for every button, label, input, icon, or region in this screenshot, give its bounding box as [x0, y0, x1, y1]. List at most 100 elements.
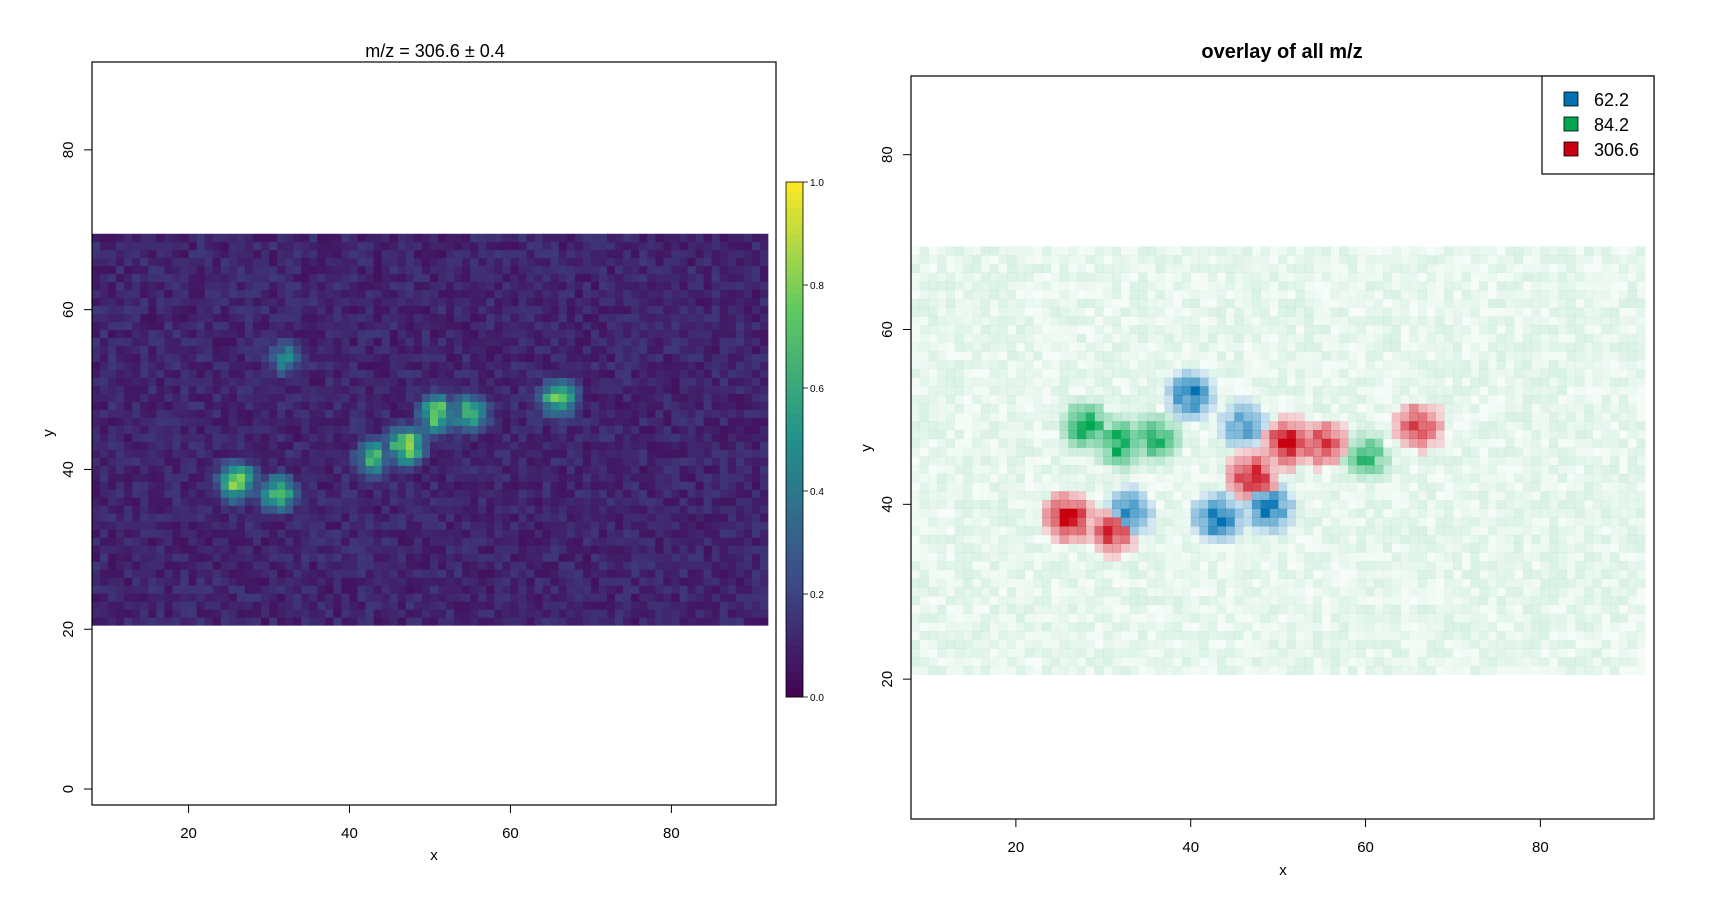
- left-heatmap-cell: [727, 321, 737, 331]
- left-heatmap-cell: [132, 417, 141, 426]
- left-heatmap-cell: [188, 281, 198, 291]
- left-heatmap-cell: [301, 257, 310, 267]
- left-heatmap-cell: [454, 385, 463, 394]
- left-heatmap-cell: [446, 417, 455, 426]
- left-heatmap-cell: [655, 257, 664, 267]
- left-heatmap-cell: [252, 617, 262, 626]
- right-overlay-cell: [1042, 552, 1052, 562]
- left-heatmap-cell: [293, 369, 302, 378]
- left-heatmap-cell: [365, 521, 375, 530]
- left-heatmap-cell: [172, 377, 181, 386]
- right-overlay-cell: [1024, 438, 1034, 448]
- left-heatmap-cell: [365, 281, 375, 291]
- left-heatmap-cell: [735, 537, 745, 546]
- left-heatmap-cell: [244, 233, 254, 243]
- left-heatmap-cell: [140, 313, 149, 323]
- left-heatmap-cell: [550, 529, 560, 538]
- right-overlay-cell: [928, 439, 937, 448]
- left-heatmap-cell: [478, 337, 487, 347]
- left-heatmap-cell: [486, 481, 495, 490]
- left-heatmap-cell: [607, 377, 616, 386]
- left-heatmap-cell: [502, 385, 511, 394]
- left-heatmap-cell: [236, 561, 246, 570]
- right-overlay-cell: [954, 596, 964, 606]
- left-heatmap-cell: [711, 529, 721, 538]
- left-heatmap-cell: [301, 521, 310, 530]
- colorbar-step: [786, 671, 803, 681]
- left-heatmap-cell: [711, 305, 721, 315]
- left-heatmap-cell: [389, 401, 399, 410]
- left-heatmap-cell: [116, 273, 125, 283]
- right-overlay-cell: [1024, 491, 1034, 501]
- left-heatmap-cell: [389, 529, 399, 538]
- left-heatmap-cell: [333, 329, 342, 339]
- left-heatmap-cell: [655, 313, 664, 323]
- left-heatmap-cell: [244, 393, 254, 402]
- left-heatmap-cell: [510, 369, 519, 378]
- right-overlay-cell: [963, 298, 973, 308]
- right-overlay-cell: [972, 307, 982, 317]
- left-heatmap-cell: [156, 281, 165, 291]
- left-heatmap-cell: [607, 249, 616, 259]
- left-heatmap-cell: [494, 273, 503, 283]
- left-heatmap-cell: [108, 233, 117, 243]
- left-heatmap-cell: [438, 561, 447, 570]
- left-heatmap-cell: [607, 545, 616, 554]
- left-heatmap-cell: [759, 465, 769, 474]
- left-heatmap-cell: [510, 441, 519, 450]
- left-heatmap-cell: [373, 609, 383, 618]
- left-heatmap-cell: [671, 473, 680, 482]
- left-heatmap-cell: [196, 545, 206, 554]
- left-heatmap-cell: [623, 265, 632, 275]
- left-heatmap-cell: [615, 529, 624, 538]
- left-heatmap-cell: [550, 321, 560, 331]
- left-heatmap-cell: [695, 433, 704, 442]
- left-heatmap-cell: [260, 281, 270, 291]
- left-heatmap-cell: [148, 345, 157, 355]
- right-overlay-cell: [998, 622, 1008, 632]
- left-heatmap-cell: [486, 465, 495, 474]
- left-heatmap-cell: [349, 257, 358, 267]
- left-heatmap-cell: [124, 561, 133, 570]
- left-heatmap-cell: [486, 265, 495, 275]
- left-heatmap-cell: [188, 585, 198, 594]
- left-heatmap-cell: [397, 257, 407, 267]
- left-heatmap-cell: [100, 321, 109, 331]
- left-heatmap-cell: [108, 561, 117, 570]
- left-heatmap-cell: [574, 385, 584, 394]
- left-heatmap-cell: [478, 489, 487, 498]
- left-heatmap-cell: [759, 361, 769, 370]
- left-heatmap-cell: [478, 385, 487, 394]
- left-heatmap-cell: [172, 553, 181, 562]
- left-heatmap-cell: [285, 441, 294, 450]
- left-heatmap-cell: [389, 433, 399, 442]
- left-heatmap-cell: [124, 449, 133, 458]
- right-overlay-cell: [1015, 578, 1025, 588]
- left-heatmap-cell: [389, 553, 399, 562]
- left-heatmap-cell: [542, 441, 552, 450]
- left-heatmap-cell: [502, 521, 511, 530]
- left-heatmap-cell: [196, 577, 206, 586]
- left-heatmap-cell: [655, 433, 664, 442]
- left-heatmap-cell: [743, 345, 753, 355]
- left-heatmap-cell: [582, 457, 592, 466]
- left-heatmap-cell: [293, 249, 302, 259]
- left-heatmap-cell: [285, 553, 294, 562]
- left-heatmap-cell: [566, 297, 576, 307]
- left-heatmap-cell: [663, 577, 672, 586]
- left-heatmap-cell: [550, 481, 560, 490]
- left-heatmap-cell: [381, 353, 391, 362]
- left-heatmap-cell: [108, 585, 117, 594]
- right-overlay-cell: [945, 499, 955, 509]
- left-heatmap-cell: [269, 545, 278, 554]
- left-heatmap-cell: [236, 489, 246, 498]
- left-heatmap-cell: [438, 385, 447, 394]
- left-heatmap-cell: [333, 609, 342, 618]
- left-heatmap-cell: [357, 313, 366, 323]
- left-heatmap-cell: [132, 457, 141, 466]
- left-heatmap-cell: [405, 329, 415, 339]
- left-heatmap-cell: [397, 617, 407, 626]
- colorbar-step: [786, 336, 803, 346]
- left-heatmap-cell: [92, 361, 101, 370]
- right-overlay-cell: [1015, 648, 1025, 658]
